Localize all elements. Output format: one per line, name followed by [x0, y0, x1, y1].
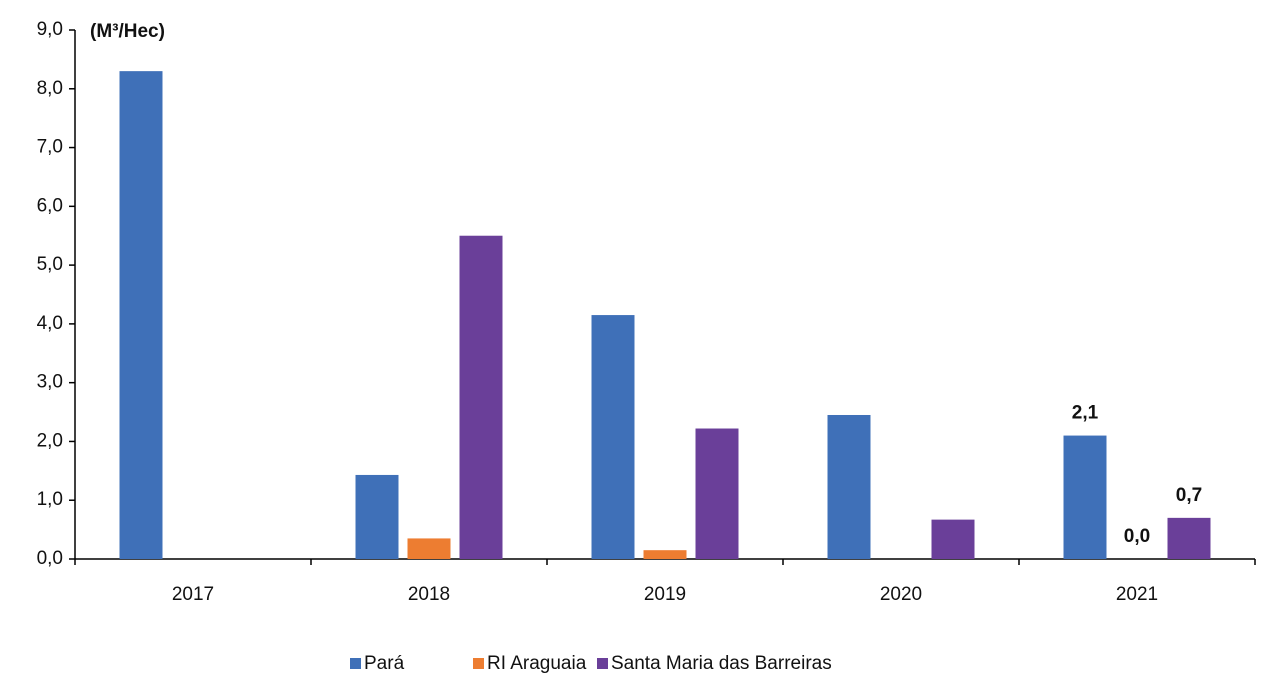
- y-tick-label: 5,0: [37, 254, 63, 275]
- x-tick-label: 2019: [644, 584, 686, 605]
- legend-label: RI Araguaia: [487, 653, 587, 674]
- y-tick-label: 2,0: [37, 430, 63, 451]
- y-tick-label: 1,0: [37, 489, 63, 510]
- legend-swatch: [350, 658, 361, 669]
- legend-swatch: [473, 658, 484, 669]
- bar: [407, 538, 451, 559]
- bar: [931, 519, 975, 559]
- y-tick-label: 0,0: [37, 548, 63, 569]
- y-tick-label: 4,0: [37, 313, 63, 334]
- bar: [1063, 435, 1107, 559]
- unit-annotation: (M³/Hec): [90, 21, 165, 42]
- bar: [1167, 517, 1211, 559]
- legend-label: Pará: [364, 653, 405, 674]
- x-tick-label: 2018: [408, 584, 450, 605]
- legend-label: Santa Maria das Barreiras: [611, 653, 832, 674]
- bar: [827, 414, 871, 559]
- data-label: 0,7: [1176, 485, 1202, 506]
- bar: [643, 550, 687, 559]
- x-tick-label: 2020: [880, 584, 922, 605]
- bar: [695, 428, 739, 559]
- y-tick-label: 8,0: [37, 78, 63, 99]
- bar: [355, 474, 399, 559]
- x-tick-label: 2021: [1116, 584, 1158, 605]
- y-tick-label: 6,0: [37, 195, 63, 216]
- bar: [459, 235, 503, 559]
- y-tick-label: 9,0: [37, 19, 63, 40]
- data-label: 2,1: [1072, 403, 1099, 424]
- legend-swatch: [597, 658, 608, 669]
- y-tick-label: 7,0: [37, 137, 63, 158]
- data-label: 0,0: [1124, 526, 1150, 547]
- x-tick-label: 2017: [172, 584, 214, 605]
- bar: [591, 315, 635, 559]
- y-tick-label: 3,0: [37, 372, 63, 393]
- bar: [119, 71, 163, 560]
